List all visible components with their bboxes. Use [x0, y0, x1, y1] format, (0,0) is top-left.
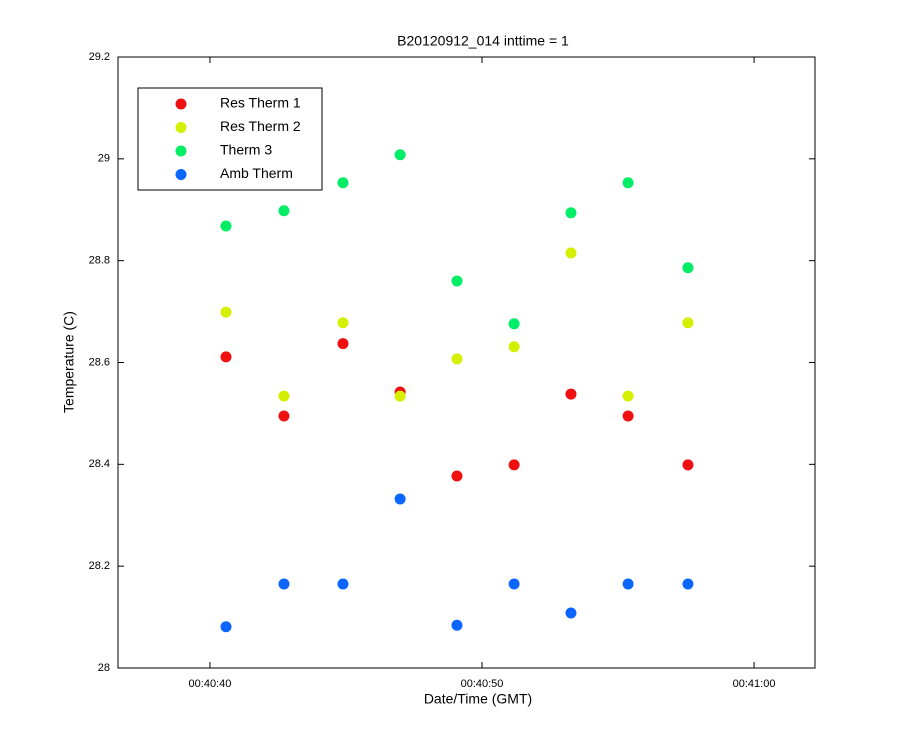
x-axis-label: Date/Time (GMT): [424, 691, 532, 707]
legend-box: [137, 87, 323, 191]
data-point: [451, 619, 463, 631]
data-point: [682, 262, 694, 274]
y-tick-label: 28: [98, 662, 110, 674]
data-point: [508, 341, 520, 353]
legend-marker: [175, 145, 187, 157]
data-point: [508, 318, 520, 330]
data-point: [565, 388, 577, 400]
data-point: [394, 149, 406, 161]
chart-title: B20120912_014 inttime = 1: [397, 33, 569, 49]
data-point: [278, 410, 290, 422]
legend-label: Amb Therm: [220, 165, 293, 181]
x-tick-label: 00:41:00: [733, 678, 776, 690]
x-tick-label: 00:40:50: [461, 678, 504, 690]
data-point: [337, 177, 349, 189]
data-point: [565, 607, 577, 619]
data-point: [278, 578, 290, 590]
y-tick-label: 29: [98, 153, 110, 165]
legend-marker: [175, 122, 187, 133]
data-point: [451, 353, 463, 365]
data-point: [565, 207, 577, 219]
data-point: [451, 470, 463, 482]
x-tick-label: 00:40:40: [189, 678, 232, 690]
y-axis-label: Temperature (C): [61, 311, 77, 413]
data-point: [451, 275, 463, 287]
data-point: [682, 459, 694, 471]
data-point: [622, 410, 634, 422]
y-tick-label: 29.2: [89, 51, 110, 63]
data-point: [394, 493, 406, 505]
y-tick-label: 28.8: [89, 255, 110, 267]
data-point: [220, 351, 232, 363]
data-point: [394, 390, 406, 402]
data-point: [682, 317, 694, 329]
legend-label: Therm 3: [220, 142, 272, 158]
legend-marker: [175, 169, 187, 180]
data-point: [508, 578, 520, 590]
data-point: [682, 578, 694, 590]
data-point: [622, 177, 634, 189]
data-point: [278, 390, 290, 402]
legend-label: Res Therm 1: [220, 95, 301, 111]
data-point: [337, 317, 349, 329]
data-point: [220, 306, 232, 318]
legend-marker: [175, 98, 187, 110]
data-point: [565, 247, 577, 259]
data-point: [508, 459, 520, 471]
legend-label: Res Therm 2: [220, 118, 301, 134]
data-point: [622, 390, 634, 402]
data-point: [278, 205, 290, 217]
data-point: [337, 578, 349, 590]
data-point: [622, 578, 634, 590]
data-point: [337, 338, 349, 350]
data-point: [220, 621, 232, 633]
y-tick-label: 28.6: [89, 356, 110, 368]
y-tick-label: 28.4: [89, 458, 110, 470]
data-point: [220, 220, 232, 232]
y-tick-label: 28.2: [89, 560, 110, 572]
